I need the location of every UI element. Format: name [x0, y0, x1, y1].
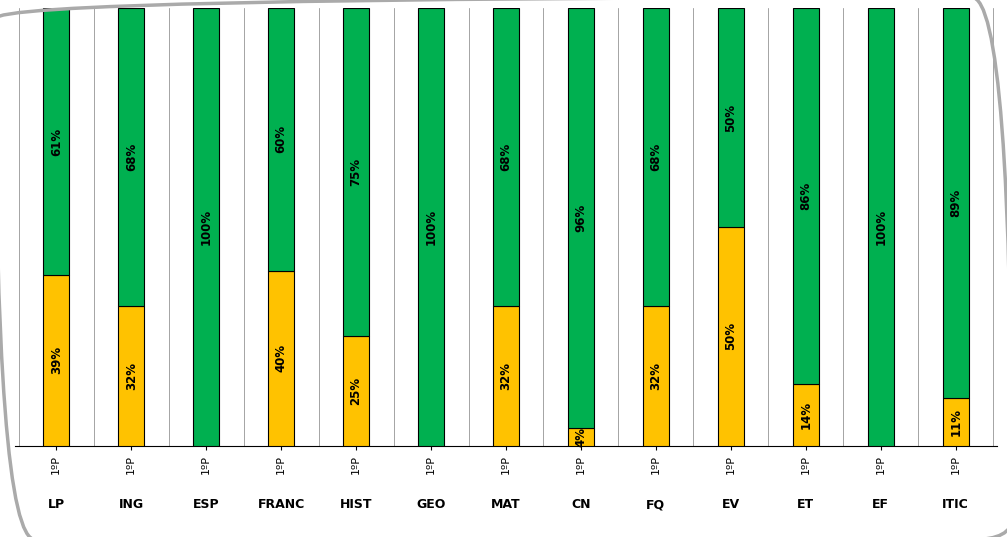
- Bar: [492, 306, 520, 446]
- Bar: [43, 8, 69, 275]
- Bar: [868, 8, 894, 446]
- Text: EF: EF: [872, 498, 889, 511]
- Bar: [43, 275, 69, 446]
- Bar: [718, 8, 744, 227]
- Text: 50%: 50%: [724, 104, 737, 132]
- Text: 75%: 75%: [349, 158, 363, 186]
- Bar: [268, 8, 294, 271]
- Text: 96%: 96%: [574, 204, 587, 233]
- Text: 32%: 32%: [125, 362, 138, 390]
- Bar: [118, 8, 144, 306]
- Bar: [718, 227, 744, 446]
- Text: 25%: 25%: [349, 377, 363, 405]
- Text: 32%: 32%: [650, 362, 663, 390]
- Bar: [642, 8, 669, 306]
- Bar: [568, 8, 594, 428]
- Text: 68%: 68%: [499, 143, 513, 171]
- Text: 14%: 14%: [800, 401, 813, 429]
- Text: 86%: 86%: [800, 182, 813, 211]
- Text: 89%: 89%: [950, 188, 963, 217]
- Bar: [343, 8, 370, 336]
- Bar: [418, 8, 444, 446]
- Text: 100%: 100%: [874, 209, 887, 245]
- Bar: [268, 271, 294, 446]
- Text: HIST: HIST: [340, 498, 373, 511]
- Text: 11%: 11%: [950, 408, 963, 436]
- Text: 68%: 68%: [650, 143, 663, 171]
- Text: 68%: 68%: [125, 143, 138, 171]
- Text: 39%: 39%: [49, 346, 62, 374]
- Text: FRANC: FRANC: [258, 498, 305, 511]
- Bar: [568, 428, 594, 446]
- Text: CN: CN: [571, 498, 591, 511]
- Bar: [343, 336, 370, 446]
- Bar: [943, 8, 969, 397]
- Text: ING: ING: [119, 498, 144, 511]
- Text: 100%: 100%: [199, 209, 212, 245]
- Bar: [118, 306, 144, 446]
- Text: LP: LP: [47, 498, 64, 511]
- Text: ESP: ESP: [193, 498, 220, 511]
- Text: ITIC: ITIC: [943, 498, 969, 511]
- Bar: [193, 8, 220, 446]
- Text: 61%: 61%: [49, 127, 62, 156]
- Text: FQ: FQ: [646, 498, 666, 511]
- Text: MAT: MAT: [491, 498, 521, 511]
- Text: 32%: 32%: [499, 362, 513, 390]
- Text: 100%: 100%: [425, 209, 438, 245]
- Text: 60%: 60%: [275, 125, 288, 154]
- Bar: [492, 8, 520, 306]
- Bar: [642, 306, 669, 446]
- Text: 40%: 40%: [275, 344, 288, 372]
- Bar: [793, 8, 819, 384]
- Text: 50%: 50%: [724, 322, 737, 350]
- Text: ET: ET: [798, 498, 815, 511]
- Bar: [793, 384, 819, 446]
- Text: EV: EV: [722, 498, 740, 511]
- Text: 4%: 4%: [574, 427, 587, 447]
- Bar: [943, 397, 969, 446]
- Text: GEO: GEO: [416, 498, 446, 511]
